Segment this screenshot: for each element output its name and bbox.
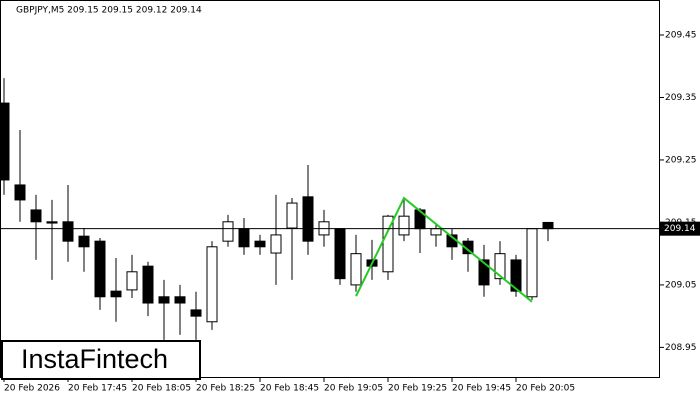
candle-body	[494, 253, 506, 280]
candle-body	[142, 265, 154, 304]
candle-body	[110, 290, 122, 298]
candle-body	[46, 221, 58, 224]
candle-body	[382, 215, 394, 273]
logo: InstaFintech	[21, 344, 168, 374]
logo-box	[1, 340, 201, 380]
candle-body	[126, 271, 138, 291]
x-tick-label: 20 Feb 2026	[4, 384, 60, 394]
candle-body	[254, 240, 266, 248]
candle-body	[286, 202, 298, 229]
candle-body	[222, 221, 234, 242]
candle-body	[30, 209, 42, 223]
x-tick-label: 20 Feb 20:05	[516, 384, 575, 394]
candle-body	[158, 296, 170, 304]
candle-body	[174, 296, 186, 304]
plot-frame	[0, 0, 660, 378]
x-tick-label: 20 Feb 18:45	[260, 384, 319, 394]
y-tick-label: 208.95	[665, 343, 697, 353]
candle-body	[14, 184, 26, 201]
candle-body	[334, 228, 346, 280]
candle-body	[270, 234, 282, 254]
pattern-line	[355, 196, 533, 303]
x-tick-label: 20 Feb 19:45	[452, 384, 511, 394]
candle-body	[478, 259, 490, 286]
x-tick-label: 20 Feb 19:05	[324, 384, 383, 394]
y-tick-label: 209.35	[665, 93, 697, 103]
candle-body	[238, 228, 250, 248]
price-label-box	[660, 221, 700, 236]
y-tick-label: 209.05	[665, 280, 697, 290]
candle-body	[206, 246, 218, 323]
chart-title: GBPJPY,M5 209.15 209.15 209.12 209.14	[16, 6, 202, 16]
x-tick-label: 20 Feb 18:05	[132, 384, 191, 394]
candle-body	[430, 228, 442, 236]
candle-body	[302, 196, 314, 242]
y-tick-label: 209.45	[665, 30, 697, 40]
x-tick-label: 20 Feb 19:25	[388, 384, 447, 394]
price-label: 209.14	[664, 224, 696, 234]
candle-body	[542, 221, 554, 230]
candle-body	[350, 253, 362, 286]
y-tick-label: 209.25	[665, 155, 697, 165]
candle-body	[190, 309, 202, 317]
candle-body	[94, 240, 106, 298]
candle-body	[462, 240, 474, 255]
candle-body	[526, 228, 538, 298]
candle-body	[510, 259, 522, 292]
candle-body	[398, 215, 410, 236]
candle-body	[0, 102, 10, 181]
x-tick-label: 20 Feb 17:45	[68, 384, 127, 394]
candle-body	[62, 221, 74, 242]
candle-body	[78, 235, 90, 248]
x-tick-label: 20 Feb 18:25	[196, 384, 255, 394]
